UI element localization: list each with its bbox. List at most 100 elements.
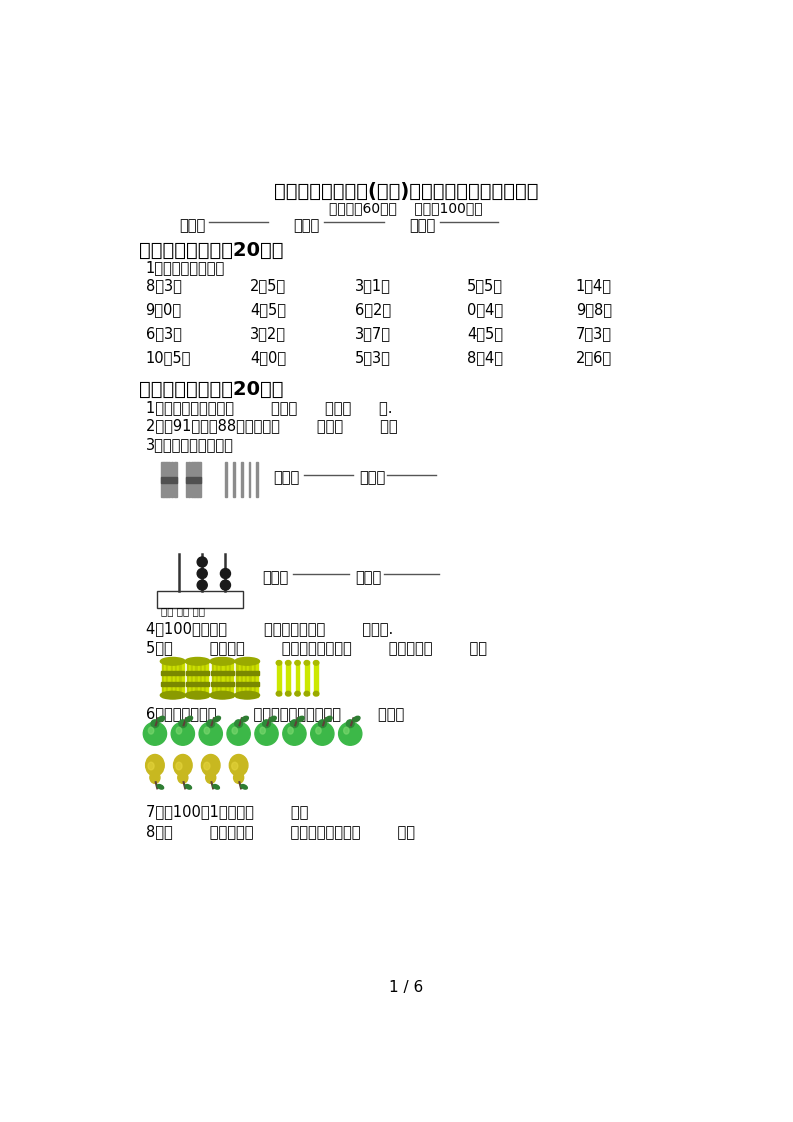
Bar: [161, 477, 177, 482]
Ellipse shape: [201, 754, 220, 776]
Bar: [212, 660, 213, 697]
Bar: [186, 477, 201, 482]
Text: 姓名：: 姓名：: [293, 218, 319, 232]
Bar: [236, 660, 239, 697]
Bar: [305, 661, 308, 696]
Text: 写作：: 写作：: [358, 470, 385, 486]
Bar: [189, 462, 190, 497]
Text: 3－1＝: 3－1＝: [355, 278, 391, 294]
Text: 9－8＝: 9－8＝: [576, 303, 611, 318]
Bar: [247, 660, 249, 697]
Text: 分数：: 分数：: [409, 218, 435, 232]
Bar: [197, 462, 198, 497]
Bar: [195, 462, 197, 497]
Text: 8、（        ）个十和（        ）个一合起来是（        ）。: 8、（ ）个十和（ ）个一合起来是（ ）。: [146, 824, 415, 839]
Bar: [256, 462, 259, 497]
Bar: [161, 462, 163, 497]
Text: 6、梨比苹果少（        ）个，梨和苹果一共（        ）个。: 6、梨比苹果少（ ）个，梨和苹果一共（ ）个。: [146, 706, 404, 721]
Text: 5、（        ）个十（        ）个一合起来是（        ），读作（        ）。: 5、（ ）个十（ ）个一合起来是（ ），读作（ ）。: [146, 640, 487, 655]
Bar: [211, 671, 234, 675]
Text: 6＋2＝: 6＋2＝: [355, 303, 391, 318]
Circle shape: [171, 723, 194, 745]
Bar: [229, 660, 231, 697]
Bar: [296, 661, 300, 696]
Ellipse shape: [185, 657, 210, 665]
Bar: [236, 671, 259, 675]
Circle shape: [227, 723, 251, 745]
Bar: [167, 660, 168, 697]
Ellipse shape: [304, 691, 309, 696]
Bar: [188, 462, 189, 497]
Ellipse shape: [158, 716, 165, 721]
Ellipse shape: [204, 762, 210, 770]
Ellipse shape: [213, 716, 220, 721]
Text: 9－0＝: 9－0＝: [146, 303, 182, 318]
Ellipse shape: [325, 716, 332, 721]
Bar: [164, 462, 166, 497]
Ellipse shape: [260, 727, 266, 734]
Text: （时间：60分钟    分数：100分）: （时间：60分钟 分数：100分）: [329, 201, 483, 214]
Bar: [175, 462, 177, 497]
Bar: [206, 660, 209, 697]
Ellipse shape: [269, 716, 276, 721]
Ellipse shape: [285, 691, 291, 696]
Text: 读作：: 读作：: [274, 470, 300, 486]
Bar: [161, 682, 185, 686]
Bar: [241, 462, 243, 497]
Ellipse shape: [174, 754, 192, 776]
Bar: [202, 660, 204, 697]
Ellipse shape: [343, 727, 349, 734]
Bar: [161, 671, 185, 675]
Ellipse shape: [210, 691, 235, 699]
Circle shape: [290, 720, 298, 727]
Bar: [168, 660, 170, 697]
Circle shape: [197, 569, 207, 579]
Bar: [214, 660, 216, 697]
Text: 3－2＝: 3－2＝: [251, 327, 286, 341]
Bar: [211, 682, 234, 686]
Text: 3＋7＝: 3＋7＝: [355, 327, 391, 341]
Text: 4＋5＝: 4＋5＝: [467, 327, 504, 341]
Text: 8－3＝: 8－3＝: [146, 278, 182, 294]
Text: 一、计算小能手（20分）: 一、计算小能手（20分）: [140, 241, 284, 260]
Bar: [236, 682, 259, 686]
Text: 6－3＝: 6－3＝: [146, 327, 182, 341]
Ellipse shape: [185, 691, 210, 699]
Ellipse shape: [185, 784, 192, 789]
Circle shape: [220, 569, 231, 579]
Bar: [249, 660, 251, 697]
Bar: [227, 660, 229, 697]
Bar: [170, 660, 173, 697]
Bar: [286, 661, 290, 696]
Bar: [177, 660, 179, 697]
Text: 10－5＝: 10－5＝: [146, 350, 191, 366]
Bar: [198, 462, 200, 497]
Bar: [170, 462, 172, 497]
Ellipse shape: [176, 727, 182, 734]
Ellipse shape: [160, 691, 185, 699]
Ellipse shape: [148, 762, 154, 770]
Bar: [182, 660, 183, 697]
Text: 1、人民币的单位有（        ）、（      ）、（      ）.: 1、人民币的单位有（ ）、（ ）、（ ）.: [146, 401, 392, 415]
Text: 1、直接写出得数。: 1、直接写出得数。: [146, 260, 225, 275]
Circle shape: [199, 723, 222, 745]
Ellipse shape: [235, 691, 259, 699]
Ellipse shape: [157, 784, 163, 789]
Bar: [186, 682, 209, 686]
Bar: [173, 660, 174, 697]
Text: 二、填空题。（共20分）: 二、填空题。（共20分）: [140, 379, 284, 398]
Bar: [179, 660, 182, 697]
Bar: [193, 462, 195, 497]
Bar: [222, 660, 224, 697]
Text: 7－3＝: 7－3＝: [576, 327, 611, 341]
Text: 5－5＝: 5－5＝: [467, 278, 504, 294]
Ellipse shape: [297, 716, 305, 721]
Bar: [251, 660, 254, 697]
Ellipse shape: [148, 727, 154, 734]
Bar: [189, 660, 191, 697]
Bar: [200, 462, 201, 497]
Circle shape: [197, 580, 207, 590]
Bar: [163, 462, 164, 497]
Ellipse shape: [146, 754, 164, 776]
Bar: [174, 462, 175, 497]
